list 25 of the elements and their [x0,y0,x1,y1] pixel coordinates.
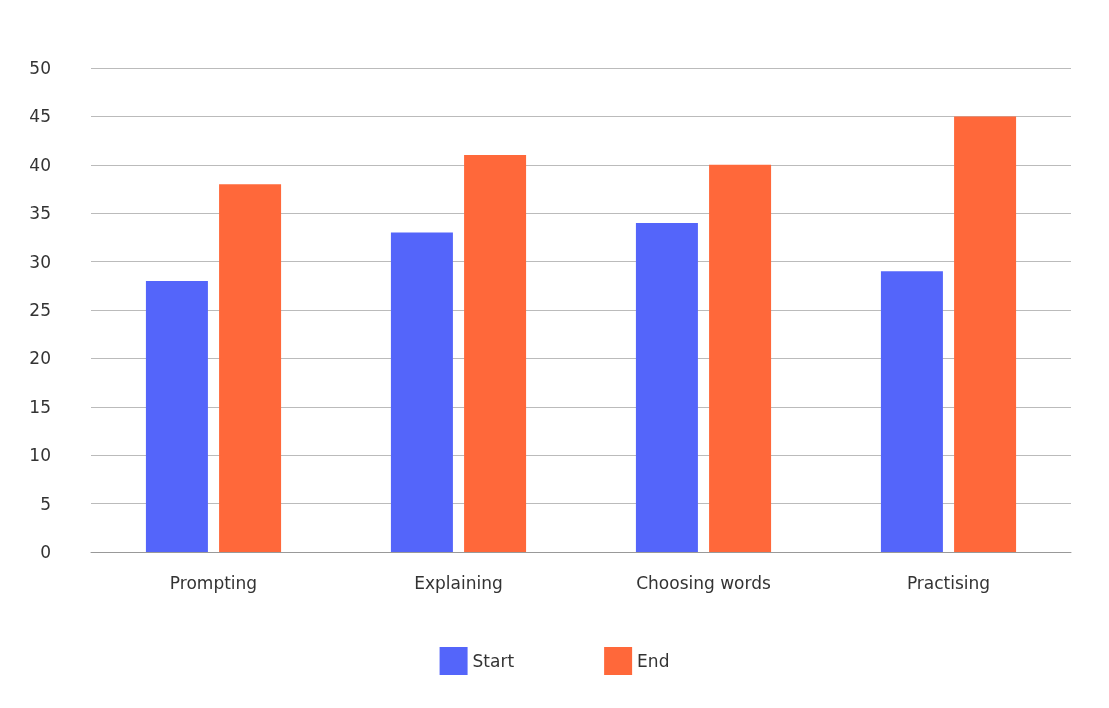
x-tick-label: Explaining [414,572,503,593]
y-tick-label: 35 [29,203,51,224]
x-tick-label: Prompting [169,572,258,593]
y-tick-label: 5 [40,493,51,514]
y-tick-label: 10 [29,445,51,466]
bar [954,116,1017,552]
y-tick-label: 15 [29,396,51,417]
legend-label: End [637,651,670,671]
y-tick-label: 20 [29,348,51,369]
y-tick-label: 50 [29,58,51,78]
x-tick-label: Practising [906,572,991,593]
legend-label: Start [472,651,515,671]
bar [880,271,943,552]
bar [390,232,453,552]
x-tick-label: Choosing words [636,572,771,593]
y-tick-label: 25 [29,300,51,320]
bar [464,155,527,552]
bar [219,184,282,552]
y-tick-label: 0 [40,542,51,562]
bar [635,222,698,552]
bar [709,164,772,552]
y-tick-label: 40 [29,154,51,175]
bar [145,280,208,552]
y-tick-label: 45 [29,106,51,127]
y-tick-label: 30 [29,251,51,272]
